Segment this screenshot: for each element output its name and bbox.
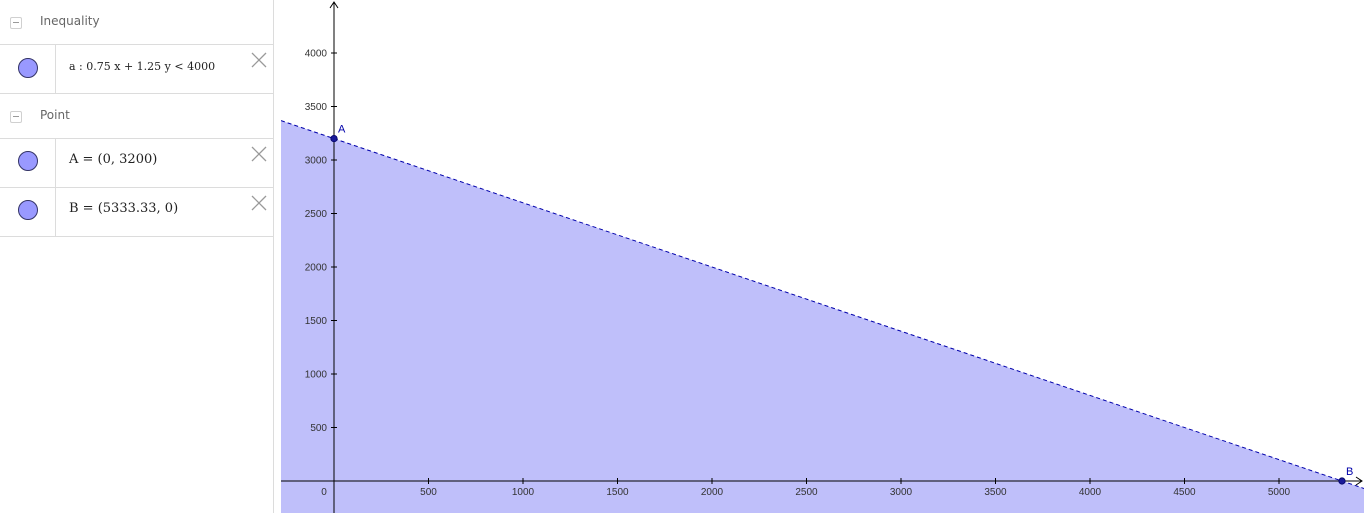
y-tick-label: 4000 xyxy=(305,49,328,60)
x-tick-label: 0 xyxy=(321,487,327,498)
close-icon[interactable] xyxy=(250,194,268,212)
group-header-inequality[interactable]: Inequality xyxy=(0,0,273,44)
marble-cell xyxy=(0,139,56,187)
y-axis-arrow-icon xyxy=(329,1,339,9)
visibility-toggle-icon[interactable] xyxy=(18,200,38,220)
visibility-toggle-icon[interactable] xyxy=(18,151,38,171)
x-tick-label: 1500 xyxy=(606,487,629,498)
algebra-item-text[interactable]: B = (5333.33, 0) xyxy=(69,201,179,216)
y-tick-label: 3000 xyxy=(305,156,328,167)
x-tick-label: 3000 xyxy=(890,487,913,498)
x-tick-label: 500 xyxy=(420,487,437,498)
marble-cell xyxy=(0,45,56,93)
algebra-item-a[interactable]: a : 0.75 x + 1.25 y < 4000 xyxy=(0,44,273,94)
inequality-region[interactable] xyxy=(281,120,1364,513)
algebra-item-B[interactable]: B = (5333.33, 0) xyxy=(0,187,273,237)
y-tick-label: 1000 xyxy=(305,370,328,381)
x-tick-label: 1000 xyxy=(512,487,535,498)
points: AB xyxy=(330,124,1353,485)
close-icon[interactable] xyxy=(250,51,268,69)
panel-divider[interactable] xyxy=(273,0,281,513)
x-tick-label: 2500 xyxy=(795,487,818,498)
group-label-point: Point xyxy=(40,108,70,122)
x-tick-label: 4000 xyxy=(1079,487,1102,498)
algebra-item-A[interactable]: A = (0, 3200) xyxy=(0,138,273,188)
point-B[interactable] xyxy=(1338,477,1346,485)
marble-cell xyxy=(0,188,56,236)
y-tick-label: 2000 xyxy=(305,263,328,274)
y-tick-label: 2500 xyxy=(305,209,328,220)
algebra-view: Inequality a : 0.75 x + 1.25 y < 4000 Po… xyxy=(0,0,273,513)
point-A[interactable] xyxy=(330,135,338,143)
x-axis-ticks: 0 500 1000 1500 2000 2500 3000 3500 4000 4500 5000 xyxy=(321,478,1291,498)
point-label-A: A xyxy=(338,124,346,136)
group-label-inequality: Inequality xyxy=(40,14,100,28)
x-tick-label: 3500 xyxy=(984,487,1007,498)
algebra-item-text[interactable]: A = (0, 3200) xyxy=(69,152,158,167)
y-axis-ticks: 500 1000 1500 2000 2500 3000 3500 4000 xyxy=(305,49,337,434)
x-tick-label: 4500 xyxy=(1173,487,1196,498)
x-tick-label: 5000 xyxy=(1268,487,1291,498)
group-header-point[interactable]: Point xyxy=(0,94,273,138)
close-icon[interactable] xyxy=(250,145,268,163)
algebra-item-text[interactable]: a : 0.75 x + 1.25 y < 4000 xyxy=(69,60,216,73)
x-tick-label: 2000 xyxy=(701,487,724,498)
point-label-B: B xyxy=(1346,466,1353,478)
y-tick-label: 1500 xyxy=(305,316,328,327)
y-tick-label: 3500 xyxy=(305,102,328,113)
y-tick-label: 500 xyxy=(310,423,327,434)
x-axis-arrow-icon xyxy=(1355,476,1363,486)
graph-canvas[interactable]: 0 500 1000 1500 2000 2500 3000 3500 4000 4500 5000… xyxy=(281,0,1364,513)
graphics-view[interactable]: 0 500 1000 1500 2000 2500 3000 3500 4000 4500 5000… xyxy=(281,0,1364,513)
visibility-toggle-icon[interactable] xyxy=(18,58,38,78)
collapse-icon[interactable] xyxy=(10,111,22,123)
collapse-icon[interactable] xyxy=(10,17,22,29)
boundary-line[interactable] xyxy=(281,120,1364,489)
